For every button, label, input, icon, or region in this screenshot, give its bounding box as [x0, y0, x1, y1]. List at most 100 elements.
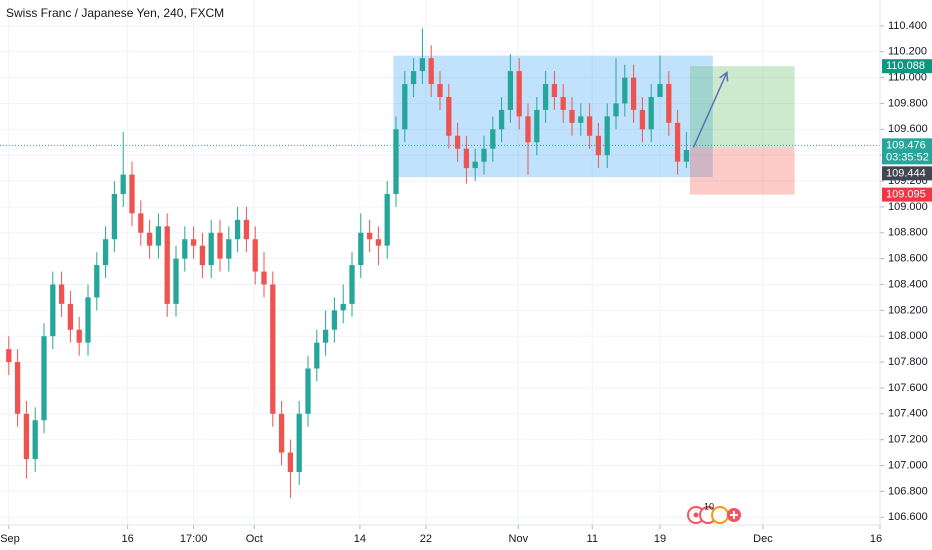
candle-body [164, 226, 170, 304]
event-icon[interactable] [711, 506, 729, 524]
candle-body [393, 129, 399, 194]
candle-body [419, 58, 426, 72]
candle-body [182, 239, 188, 259]
candle-body [630, 77, 637, 110]
candle-body [525, 116, 531, 143]
candle-body [217, 232, 223, 259]
candle-body [226, 239, 232, 259]
candle-body [199, 245, 206, 266]
candle-body [534, 109, 540, 143]
candle-body [551, 84, 558, 97]
event-badges[interactable]: 10 [687, 501, 741, 524]
candle-body [454, 135, 461, 149]
candle-body [463, 148, 470, 169]
price-label-box [882, 166, 932, 181]
price-label-box [882, 187, 932, 202]
y-tick-label: 110.200 [888, 46, 927, 58]
price-label: 109.095 [886, 189, 926, 201]
candle-body [516, 71, 522, 117]
candle-body [358, 232, 364, 266]
x-tick-label: 16 [121, 533, 133, 545]
x-tick-label: Oct [246, 533, 263, 545]
y-tick-label: 108.000 [888, 330, 928, 342]
candle-body [85, 297, 91, 343]
y-tick-label: 110.400 [888, 20, 927, 32]
candle-body [542, 84, 549, 110]
y-tick-label: 108.400 [888, 278, 928, 290]
candle-body [111, 193, 118, 240]
candle-body [102, 239, 109, 266]
x-tick-label: 14 [354, 533, 366, 545]
candle-body [278, 413, 285, 453]
candle-body [595, 135, 602, 156]
candle-body [252, 239, 258, 272]
price-label: 110.088 [886, 60, 925, 72]
candle-body [481, 148, 487, 162]
x-tick-label: 22 [420, 533, 432, 545]
candle-body [340, 303, 346, 311]
candle-body [666, 84, 672, 123]
candle-body [50, 284, 56, 337]
candle-body [578, 116, 584, 123]
candle-body [366, 232, 373, 240]
x-tick-label: 16 [870, 533, 882, 545]
x-tick-label: 11 [587, 533, 598, 545]
candle-body [498, 109, 505, 130]
candle-body [613, 103, 619, 117]
candle-body [569, 109, 575, 123]
drawing-rectangle [689, 66, 795, 148]
y-tick-label: 108.200 [888, 304, 928, 316]
candle-body [67, 303, 74, 330]
x-tick-label: 17:00 [180, 533, 208, 545]
event-count: 10 [704, 501, 714, 511]
candle-body [331, 310, 338, 330]
candle-body [296, 413, 302, 472]
candle-body [446, 96, 452, 136]
candle-body [683, 150, 690, 162]
candle-body [14, 362, 21, 414]
candle-body [243, 219, 250, 240]
y-tick-label: 110.000 [888, 71, 927, 83]
y-tick-label: 107.600 [888, 382, 928, 394]
candle-body [146, 232, 153, 246]
candle-body [410, 71, 417, 85]
candle-body [23, 413, 30, 460]
candle-body [261, 271, 267, 285]
x-tick-label: Sep [0, 533, 20, 545]
y-tick-label: 106.600 [888, 511, 928, 523]
candle-body [349, 265, 355, 304]
event-icon-dot [693, 512, 699, 518]
price-label: 109.444 [886, 167, 926, 179]
y-tick-label: 107.400 [888, 408, 928, 420]
drawing-rectangle [393, 55, 713, 178]
drawing-arrow-head [719, 70, 729, 82]
candle-body [437, 84, 443, 97]
candle-body [472, 161, 478, 169]
x-tick-label: Nov [509, 533, 529, 545]
event-icon-plus [730, 511, 738, 519]
candle-body [173, 258, 179, 304]
candle-body [322, 329, 329, 343]
x-tick-label: 19 [654, 533, 666, 545]
price-label-box [882, 138, 932, 165]
candle-body [120, 174, 126, 194]
candle-body [287, 452, 294, 472]
candle-body [94, 265, 100, 298]
y-tick-label: 106.800 [888, 485, 928, 497]
candle-body [155, 226, 162, 246]
drawing-rectangle [689, 147, 795, 195]
candle-body [138, 213, 144, 233]
candle-body [507, 71, 514, 110]
candle-body [384, 193, 390, 246]
candle-body [604, 116, 610, 156]
candle-body [586, 116, 593, 136]
y-tick-label: 109.800 [888, 97, 928, 109]
candle-body [58, 284, 65, 304]
x-tick-label: Dec [753, 533, 773, 545]
candle-body [76, 329, 82, 343]
candle-body [208, 232, 214, 266]
candle-body [490, 129, 496, 149]
candle-body [375, 239, 382, 246]
candle-body [41, 336, 47, 421]
